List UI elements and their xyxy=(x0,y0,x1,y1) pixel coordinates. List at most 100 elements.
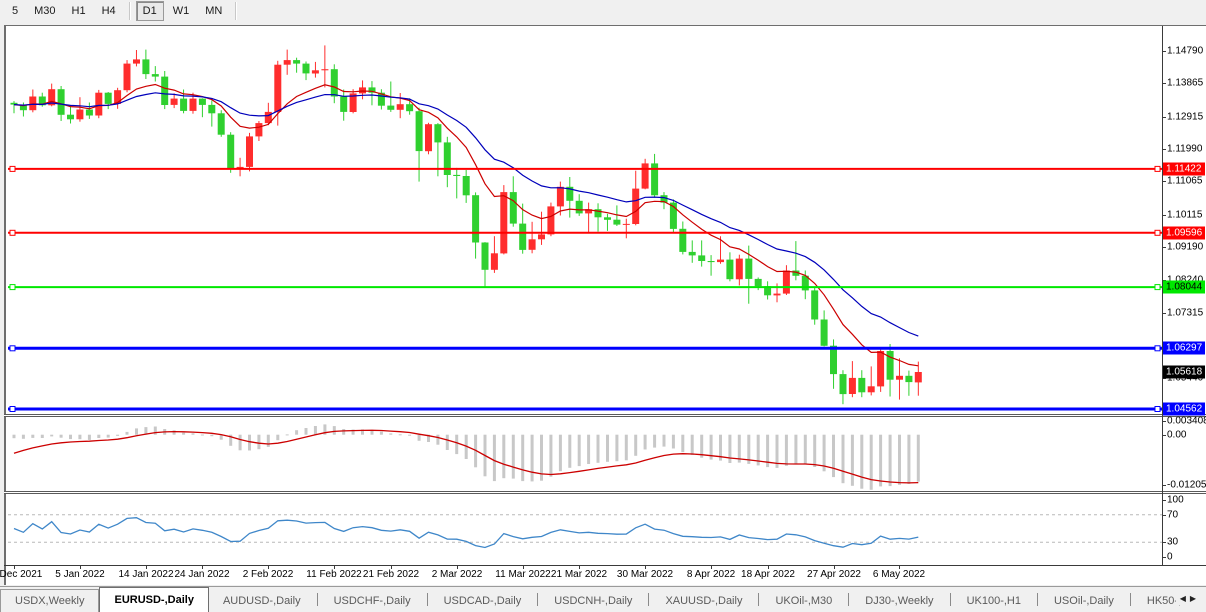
candle xyxy=(914,372,922,383)
candle xyxy=(811,290,819,320)
candle xyxy=(622,223,630,225)
level-price-tag[interactable]: 1.06297 xyxy=(1163,341,1205,355)
tab-separator xyxy=(316,593,318,606)
time-axis-tick xyxy=(645,565,646,569)
macd-axis-tick xyxy=(1162,435,1166,436)
candle xyxy=(396,104,404,110)
tab-ukoil-m30[interactable]: UKOil-,M30 xyxy=(775,594,833,607)
macd-indicator-pane[interactable] xyxy=(8,417,1162,491)
time-axis-tick xyxy=(334,565,335,569)
macd-axis-label: 0.003408 xyxy=(1167,415,1206,427)
candle xyxy=(133,59,140,64)
tab-usdcnh-daily[interactable]: USDCNH-,Daily xyxy=(554,594,633,607)
tab-usoil-daily[interactable]: USOil-,Daily xyxy=(1053,594,1114,607)
level-price-tag[interactable]: 1.09596 xyxy=(1163,226,1205,240)
candle xyxy=(236,166,244,168)
candle xyxy=(377,92,385,106)
candle xyxy=(114,90,122,104)
price-axis-tick xyxy=(1162,247,1166,248)
tab-separator xyxy=(648,593,650,606)
price-axis-label: 1.11990 xyxy=(1167,143,1203,155)
candle xyxy=(180,98,188,111)
candle xyxy=(764,286,772,296)
rsi-axis-label: 30 xyxy=(1167,536,1179,548)
level-price-tag[interactable]: 1.11422 xyxy=(1163,162,1205,176)
time-axis-tick xyxy=(202,565,203,569)
candle xyxy=(255,123,263,137)
tab-xauusd-daily[interactable]: XAUUSD-,Daily xyxy=(665,594,743,607)
candle xyxy=(613,219,621,225)
time-axis-label: 6 May 2022 xyxy=(872,569,926,580)
candle xyxy=(406,104,414,112)
candle xyxy=(594,209,602,218)
time-axis-line xyxy=(4,565,1206,566)
tab-usdcad-daily[interactable]: USDCAD-,Daily xyxy=(443,594,522,607)
price-axis-tick xyxy=(1162,149,1166,150)
rsi-axis-tick xyxy=(1162,542,1166,543)
timeframe-button-h1[interactable]: H1 xyxy=(71,5,86,17)
price-axis-tick xyxy=(1162,83,1166,84)
candle xyxy=(161,76,169,105)
rsi-axis-tick xyxy=(1162,500,1166,501)
tab-audusd-daily[interactable]: AUDUSD-,Daily xyxy=(222,594,301,607)
timeframe-button-h4[interactable]: H4 xyxy=(101,5,116,17)
rsi-axis-label: 70 xyxy=(1167,509,1179,521)
tab-usdx-weekly[interactable]: USDX,Weekly xyxy=(0,589,100,612)
candle xyxy=(500,192,508,254)
rsi-axis-tick xyxy=(1162,515,1166,516)
candle xyxy=(528,239,536,250)
time-axis-label: 2 Mar 2022 xyxy=(431,569,483,580)
price-axis-tick xyxy=(1162,117,1166,118)
tab-usdchf-daily[interactable]: USDCHF-,Daily xyxy=(333,594,411,607)
timeframe-button-w1[interactable]: W1 xyxy=(172,5,190,17)
pane-separator[interactable] xyxy=(4,491,1206,494)
timeframe-button-mn[interactable]: MN xyxy=(205,5,223,17)
candle xyxy=(198,98,206,105)
toolbar-separator xyxy=(235,2,237,20)
time-axis-label: 8 Apr 2022 xyxy=(686,569,736,580)
time-axis-tick xyxy=(768,565,769,569)
pane-separator[interactable] xyxy=(4,414,1206,417)
price-chart-pane[interactable] xyxy=(8,30,1162,414)
candle xyxy=(246,136,253,167)
tab-separator xyxy=(1129,593,1131,606)
time-axis-label: 21 Mar 2022 xyxy=(550,569,608,580)
timeframe-button-5[interactable]: 5 xyxy=(12,5,19,17)
time-axis-tick xyxy=(391,565,392,569)
rsi-indicator-pane[interactable] xyxy=(8,494,1162,563)
price-axis-label: 1.11065 xyxy=(1167,175,1203,187)
candle xyxy=(462,176,470,196)
candle xyxy=(717,259,724,263)
candle xyxy=(632,188,640,224)
candle xyxy=(85,109,93,116)
level-price-tag[interactable]: 1.08044 xyxy=(1163,280,1205,294)
tab-separator xyxy=(949,593,951,606)
candle xyxy=(820,319,828,346)
timeframe-toolbar: 5 M30 H1 H4 D1 W1 MN xyxy=(0,0,1206,22)
candle xyxy=(745,258,753,279)
candle xyxy=(10,102,18,105)
candle xyxy=(481,242,489,270)
tab-eurusd-daily[interactable]: EURUSD-,Daily xyxy=(99,587,209,612)
price-axis-tick xyxy=(1162,215,1166,216)
time-axis-label: 27 Dec 2021 xyxy=(0,569,43,580)
candle xyxy=(38,96,46,106)
candle xyxy=(735,258,743,280)
tab-uk100-h1[interactable]: UK100-,H1 xyxy=(966,594,1021,607)
level-price-tag[interactable]: 1.04562 xyxy=(1163,402,1205,416)
candle xyxy=(217,113,225,135)
candle xyxy=(123,63,131,91)
tab-dj30-weekly[interactable]: DJ30-,Weekly xyxy=(865,594,934,607)
scroll-right-icon[interactable]: ▶ xyxy=(1189,594,1200,603)
timeframe-button-m30[interactable]: M30 xyxy=(34,5,56,17)
price-axis-label: 1.13865 xyxy=(1167,77,1204,89)
price-axis-label: 1.07315 xyxy=(1167,307,1204,319)
timeframe-button-d1[interactable]: D1 xyxy=(135,1,164,21)
candle xyxy=(519,223,527,250)
time-axis-label: 11 Feb 2022 xyxy=(306,569,362,580)
candle xyxy=(19,104,27,111)
time-axis-tick xyxy=(579,565,580,569)
scroll-left-icon[interactable]: ◀ xyxy=(1179,594,1190,603)
candle xyxy=(443,142,451,175)
time-axis-tick xyxy=(899,565,900,569)
